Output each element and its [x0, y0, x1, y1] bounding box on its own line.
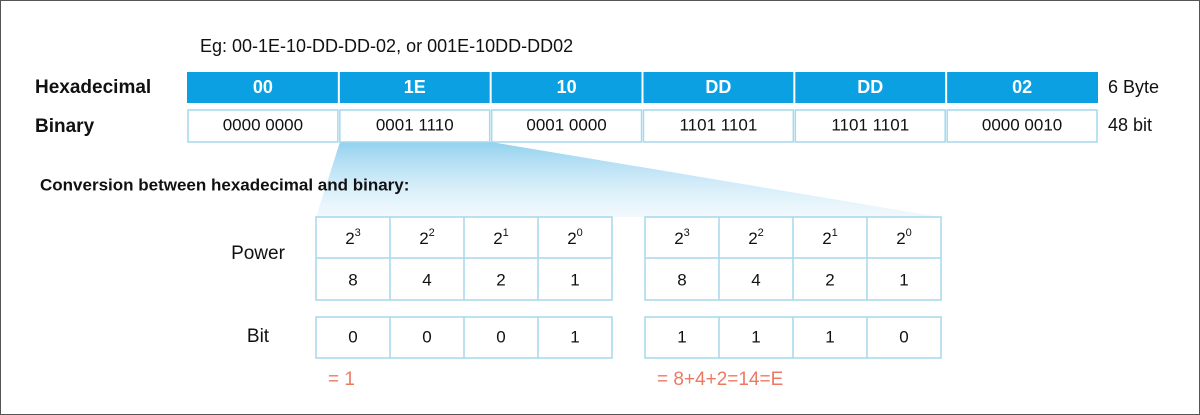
hex-cell: DD	[705, 77, 731, 97]
row-label: Power	[231, 243, 286, 264]
power-cell: 20	[567, 227, 583, 249]
bit-cell: 1	[825, 327, 834, 346]
power-cell: 23	[674, 227, 690, 249]
power-base: 2	[896, 229, 905, 248]
bit-cell: 0	[899, 327, 908, 346]
bit-cell: 1	[677, 327, 686, 346]
binary-value: 0001 1110	[376, 115, 454, 134]
binary-value: 0000 0000	[223, 115, 303, 134]
power-cell: 23	[345, 227, 361, 249]
weight-cell: 1	[570, 270, 579, 289]
bit-cell: 0	[496, 327, 505, 346]
binary-cell	[187, 109, 339, 143]
power-base: 2	[567, 229, 576, 248]
row-label: Binary	[35, 116, 95, 137]
binary-value: 1101 1101	[831, 115, 909, 134]
power-cell: 21	[493, 227, 509, 249]
weight-cell: 4	[751, 270, 760, 289]
hex-cell: 02	[1012, 77, 1032, 97]
bit-cell: 0	[348, 327, 357, 346]
zoom-highlight	[316, 142, 940, 217]
binary-cell	[490, 109, 643, 143]
power-cell: 21	[822, 227, 838, 249]
example-text: Eg: 00-1E-10-DD-DD-02, or 001E-10DD-DD02	[200, 36, 573, 56]
weight-cell: 1	[899, 270, 908, 289]
row-label: Hexadecimal	[35, 77, 151, 98]
bit-cell: 0	[422, 327, 431, 346]
power-exponent: 2	[758, 227, 764, 239]
bit-cell: 1	[751, 327, 760, 346]
power-exponent: 3	[684, 227, 690, 239]
row-label: Bit	[247, 326, 270, 347]
power-exponent: 1	[503, 227, 509, 239]
power-exponent: 1	[832, 227, 838, 239]
power-base: 2	[748, 229, 757, 248]
binary-value: 0001 0000	[526, 115, 606, 134]
power-base: 2	[493, 229, 502, 248]
power-base: 2	[674, 229, 683, 248]
power-base: 2	[822, 229, 831, 248]
size-label: 48 bit	[1108, 115, 1152, 135]
size-label: 6 Byte	[1108, 77, 1159, 97]
bit-cell: 1	[570, 327, 579, 346]
result-text: = 1	[328, 369, 355, 390]
hex-cell: DD	[857, 77, 883, 97]
power-base: 2	[419, 229, 428, 248]
hex-cell: 00	[253, 77, 273, 97]
power-exponent: 0	[577, 227, 583, 239]
power-cell: 22	[419, 227, 435, 249]
binary-value: 0000 0010	[982, 115, 1062, 134]
binary-cell	[794, 109, 946, 143]
hex-cell: 1E	[404, 77, 426, 97]
result-text: = 8+4+2=14=E	[657, 369, 783, 390]
power-cell: 20	[896, 227, 912, 249]
binary-value: 1101 1101	[679, 115, 757, 134]
power-base: 2	[345, 229, 354, 248]
power-exponent: 0	[906, 227, 912, 239]
power-cell: 22	[748, 227, 764, 249]
conversion-title: Conversion between hexadecimal and binar…	[40, 175, 409, 194]
weight-cell: 8	[677, 270, 686, 289]
binary-cell	[339, 109, 491, 143]
power-exponent: 2	[429, 227, 435, 239]
weight-cell: 2	[496, 270, 505, 289]
hex-cell: 10	[557, 77, 577, 97]
binary-cell	[946, 109, 1098, 143]
binary-cell	[642, 109, 795, 143]
power-exponent: 3	[355, 227, 361, 239]
weight-cell: 8	[348, 270, 357, 289]
weight-cell: 2	[825, 270, 834, 289]
weight-cell: 4	[422, 270, 431, 289]
